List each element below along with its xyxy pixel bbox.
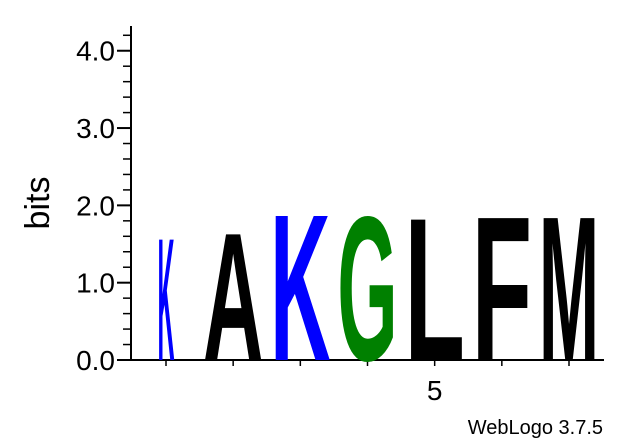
y-ticks: 0.0 1.0 2.0 3.0 4.0: [76, 35, 131, 376]
logo-letter-m: M: [539, 173, 599, 404]
y-tick-label: 0.0: [76, 345, 115, 376]
logo-letter-l: L: [404, 175, 464, 403]
y-tick-label: 3.0: [76, 113, 115, 144]
logo-letter-k: K: [270, 171, 330, 405]
logo-letter-f: F: [472, 175, 532, 404]
weblogo-credit: WebLogo 3.7.5: [468, 417, 603, 439]
y-tick-label: 4.0: [76, 36, 115, 67]
y-axis-title: bits: [19, 177, 57, 230]
logo-letter-a: A: [203, 195, 263, 399]
y-tick-label: 2.0: [76, 190, 115, 221]
y-tick-label: 1.0: [76, 268, 115, 299]
logo-letter-k: K: [158, 203, 175, 398]
logo-letter-g: G: [337, 175, 397, 405]
